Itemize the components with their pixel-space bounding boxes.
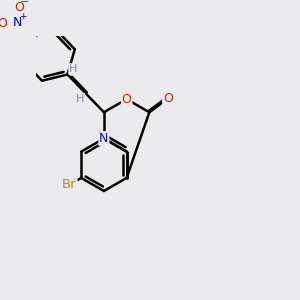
Text: −: −: [20, 0, 29, 7]
Text: Br: Br: [62, 178, 77, 191]
Text: O: O: [14, 1, 24, 13]
Text: N: N: [13, 16, 22, 29]
Text: N: N: [99, 132, 109, 145]
Text: O: O: [0, 17, 7, 30]
Text: O: O: [163, 92, 173, 105]
Text: O: O: [122, 93, 132, 106]
Text: H: H: [76, 94, 84, 104]
Text: H: H: [69, 64, 77, 74]
Text: +: +: [19, 12, 26, 21]
